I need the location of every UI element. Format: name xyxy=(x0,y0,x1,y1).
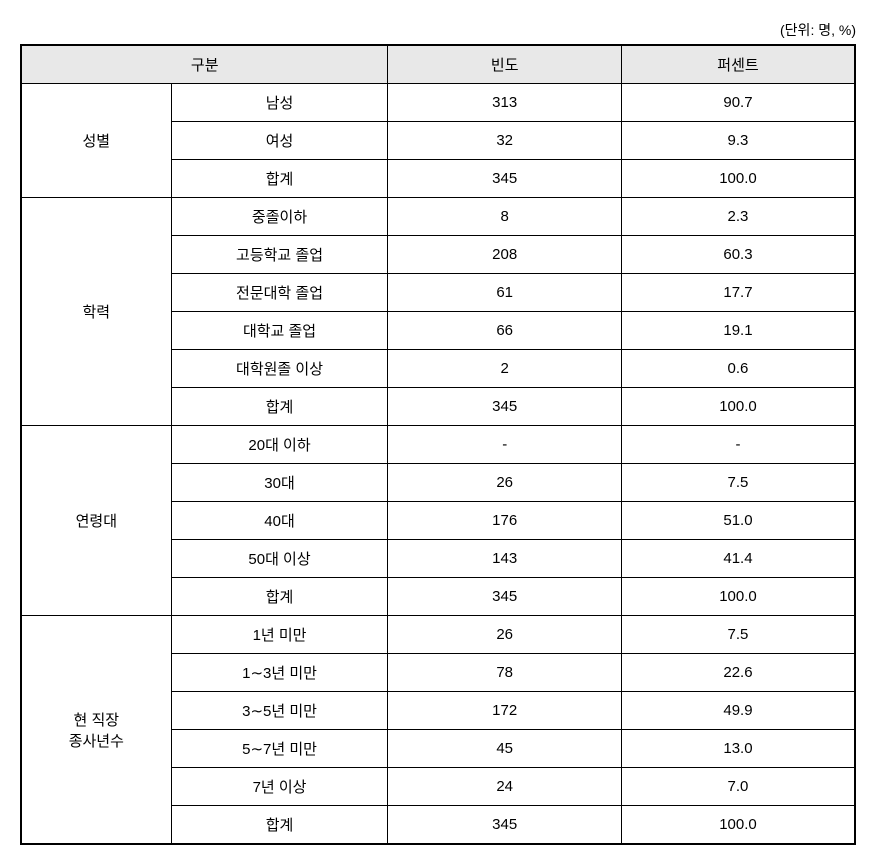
table-row: 연령대20대 이하-- xyxy=(21,426,855,464)
frequency-cell: 345 xyxy=(388,578,622,616)
percent-cell: 7.0 xyxy=(621,768,855,806)
group-cell: 현 직장종사년수 xyxy=(21,616,171,845)
frequency-cell: 208 xyxy=(388,236,622,274)
label-cell: 중졸이하 xyxy=(171,198,388,236)
label-cell: 합계 xyxy=(171,806,388,845)
percent-cell: 13.0 xyxy=(621,730,855,768)
frequency-cell: - xyxy=(388,426,622,464)
frequency-cell: 8 xyxy=(388,198,622,236)
percent-cell: 7.5 xyxy=(621,616,855,654)
label-cell: 20대 이하 xyxy=(171,426,388,464)
label-cell: 합계 xyxy=(171,388,388,426)
percent-cell: - xyxy=(621,426,855,464)
header-category: 구분 xyxy=(21,45,388,84)
label-cell: 1∼3년 미만 xyxy=(171,654,388,692)
percent-cell: 90.7 xyxy=(621,84,855,122)
table-row: 성별남성31390.7 xyxy=(21,84,855,122)
percent-cell: 60.3 xyxy=(621,236,855,274)
percent-cell: 9.3 xyxy=(621,122,855,160)
percent-cell: 100.0 xyxy=(621,388,855,426)
percent-cell: 41.4 xyxy=(621,540,855,578)
frequency-cell: 345 xyxy=(388,160,622,198)
percent-cell: 0.6 xyxy=(621,350,855,388)
label-cell: 50대 이상 xyxy=(171,540,388,578)
frequency-cell: 66 xyxy=(388,312,622,350)
frequency-cell: 313 xyxy=(388,84,622,122)
percent-cell: 100.0 xyxy=(621,160,855,198)
table-row: 현 직장종사년수1년 미만267.5 xyxy=(21,616,855,654)
frequency-cell: 143 xyxy=(388,540,622,578)
frequency-cell: 32 xyxy=(388,122,622,160)
label-cell: 30대 xyxy=(171,464,388,502)
frequency-cell: 45 xyxy=(388,730,622,768)
table-body: 성별남성31390.7여성329.3합계345100.0학력중졸이하82.3고등… xyxy=(21,84,855,845)
frequency-cell: 26 xyxy=(388,616,622,654)
label-cell: 3∼5년 미만 xyxy=(171,692,388,730)
label-cell: 합계 xyxy=(171,160,388,198)
header-frequency: 빈도 xyxy=(388,45,622,84)
label-cell: 합계 xyxy=(171,578,388,616)
percent-cell: 19.1 xyxy=(621,312,855,350)
percent-cell: 51.0 xyxy=(621,502,855,540)
label-cell: 남성 xyxy=(171,84,388,122)
frequency-cell: 176 xyxy=(388,502,622,540)
percent-cell: 17.7 xyxy=(621,274,855,312)
data-table: 구분 빈도 퍼센트 성별남성31390.7여성329.3합계345100.0학력… xyxy=(20,44,856,845)
unit-label: (단위: 명, %) xyxy=(20,20,856,40)
percent-cell: 22.6 xyxy=(621,654,855,692)
frequency-cell: 172 xyxy=(388,692,622,730)
header-percent: 퍼센트 xyxy=(621,45,855,84)
percent-cell: 49.9 xyxy=(621,692,855,730)
frequency-cell: 61 xyxy=(388,274,622,312)
group-cell: 학력 xyxy=(21,198,171,426)
label-cell: 여성 xyxy=(171,122,388,160)
table-header-row: 구분 빈도 퍼센트 xyxy=(21,45,855,84)
frequency-cell: 2 xyxy=(388,350,622,388)
percent-cell: 7.5 xyxy=(621,464,855,502)
label-cell: 대학교 졸업 xyxy=(171,312,388,350)
label-cell: 1년 미만 xyxy=(171,616,388,654)
label-cell: 5∼7년 미만 xyxy=(171,730,388,768)
frequency-cell: 26 xyxy=(388,464,622,502)
percent-cell: 2.3 xyxy=(621,198,855,236)
label-cell: 7년 이상 xyxy=(171,768,388,806)
label-cell: 40대 xyxy=(171,502,388,540)
label-cell: 대학원졸 이상 xyxy=(171,350,388,388)
percent-cell: 100.0 xyxy=(621,578,855,616)
frequency-cell: 78 xyxy=(388,654,622,692)
group-cell: 연령대 xyxy=(21,426,171,616)
label-cell: 전문대학 졸업 xyxy=(171,274,388,312)
percent-cell: 100.0 xyxy=(621,806,855,845)
frequency-cell: 345 xyxy=(388,388,622,426)
group-cell: 성별 xyxy=(21,84,171,198)
frequency-cell: 345 xyxy=(388,806,622,845)
frequency-cell: 24 xyxy=(388,768,622,806)
label-cell: 고등학교 졸업 xyxy=(171,236,388,274)
table-row: 학력중졸이하82.3 xyxy=(21,198,855,236)
